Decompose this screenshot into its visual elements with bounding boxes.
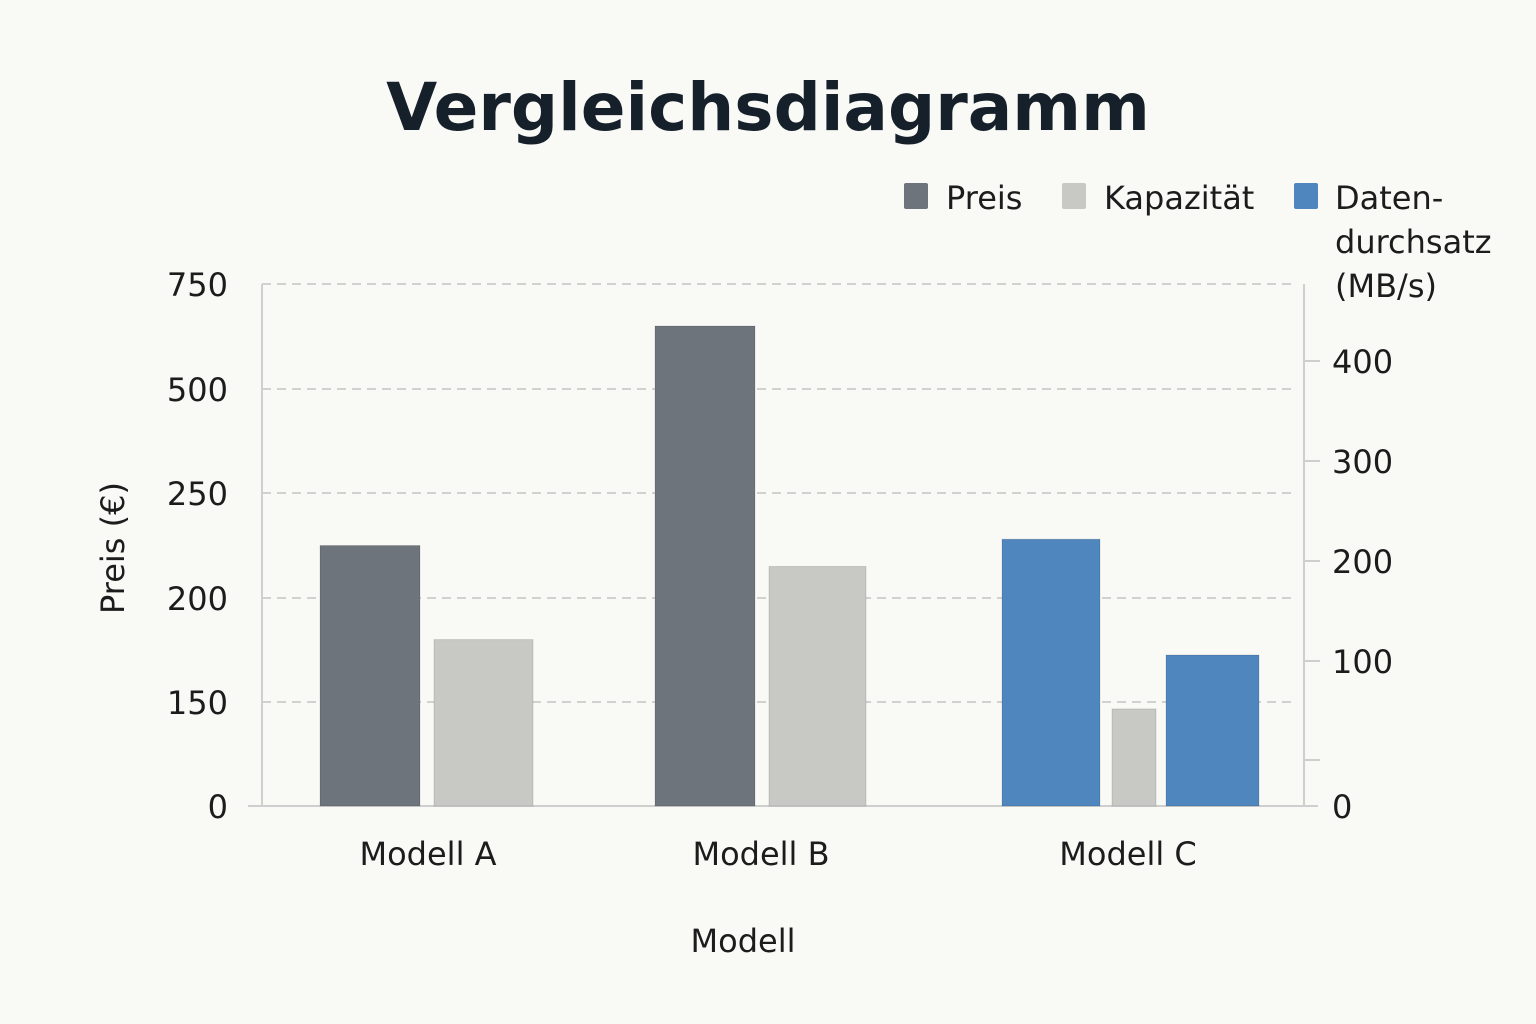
x-axis-label: Modell (691, 922, 796, 960)
legend-label: Preis (946, 179, 1022, 217)
bar-kapazitt-2 (768, 566, 867, 807)
legend-swatch (904, 183, 928, 209)
y-left-tick-label: 750 (167, 266, 228, 304)
bar-daten-3 (1165, 654, 1260, 807)
legend-label: (MB/s) (1335, 267, 1437, 305)
x-tick-label: Modell A (359, 835, 496, 873)
y-right-tick-label: 300 (1332, 443, 1393, 481)
x-tick-label: Modell C (1059, 835, 1196, 873)
legend-label: Daten- (1335, 179, 1443, 217)
y-right-tick-label: 200 (1332, 543, 1393, 581)
y-left-tick-label: 500 (167, 371, 228, 409)
y-right-tick-label: 0 (1332, 788, 1352, 826)
y-left-tick-label: 0 (208, 788, 228, 826)
bar-preis-2 (654, 325, 756, 807)
y-right-tick-label: 400 (1332, 343, 1393, 381)
legend-swatch (1294, 183, 1318, 209)
bar-kapazitt-3 (1111, 708, 1157, 807)
x-tick-label: Modell B (692, 835, 829, 873)
bars (319, 325, 1260, 807)
y-left-tick-label: 250 (167, 475, 228, 513)
bar-preis-1 (319, 545, 421, 807)
legend-label: Kapazität (1104, 179, 1254, 217)
legend-swatch (1062, 183, 1086, 209)
bar-preis-3 (1001, 538, 1101, 807)
y-right-ticks: 0 100 200 300 400 (1304, 343, 1393, 826)
y-left-ticks: 0 150 200 250 500 750 (167, 266, 228, 826)
y-left-tick-label: 200 (167, 580, 228, 618)
grid (262, 283, 1296, 703)
y-left-tick-label: 150 (167, 684, 228, 722)
y-right-tick-label: 100 (1332, 643, 1393, 681)
y-axis-label: Preis (€) (94, 482, 132, 614)
x-ticks: Modell A Modell B Modell C (359, 835, 1196, 873)
bar-kapazitt-1 (433, 639, 534, 807)
legend-label: durchsatz (1335, 223, 1492, 261)
legend: Preis Kapazität Daten-durchsatz (MB/s) (904, 179, 1492, 305)
chart-title: Vergleichsdiagramm (386, 69, 1150, 146)
